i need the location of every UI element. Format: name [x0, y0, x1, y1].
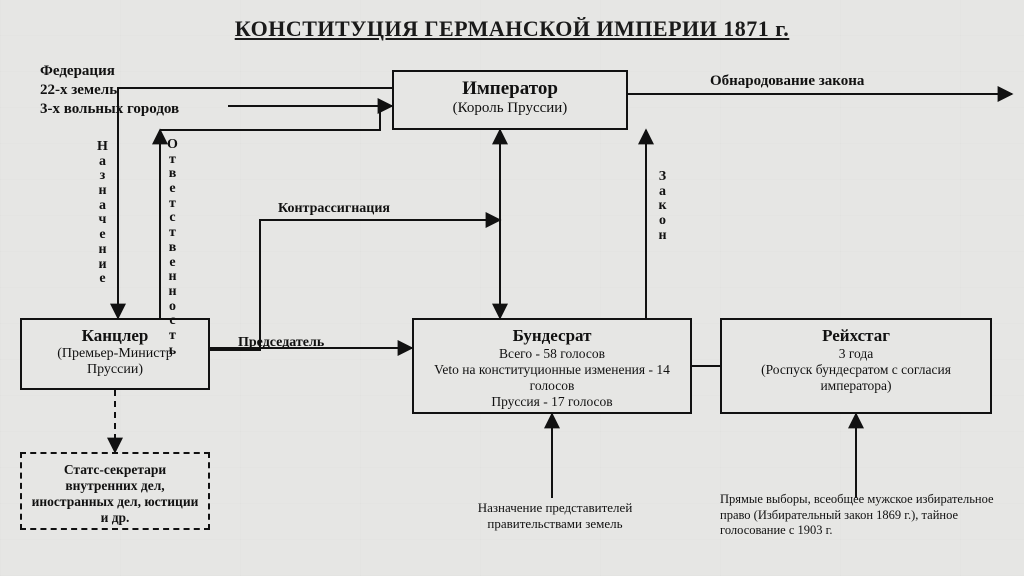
emperor-title: Император — [402, 78, 618, 100]
federation-line3: 3-х вольных городов — [40, 100, 179, 119]
federation-note: Федерация 22-х земель 3-х вольных городо… — [40, 62, 179, 118]
node-secretaries: Статс-секретари внутренних дел, иностран… — [20, 452, 210, 530]
reichstag-l1: 3 года — [730, 346, 982, 362]
emperor-subtitle: (Король Пруссии) — [402, 100, 618, 117]
federation-line2: 22-х земель — [40, 81, 179, 100]
federation-line1: Федерация — [40, 62, 179, 81]
node-chancellor: Канцлер (Премьер-Министр Пруссии) — [20, 318, 210, 390]
label-chairman: Председатель — [238, 334, 324, 352]
node-reichstag: Рейхстаг 3 года (Роспуск бундесратом с с… — [720, 318, 992, 414]
bundesrat-l1: Всего - 58 голосов — [422, 346, 682, 362]
page-title: КОНСТИТУЦИЯ ГЕРМАНСКОЙ ИМПЕРИИ 1871 г. — [0, 16, 1024, 42]
node-bundesrat: Бундесрат Всего - 58 голосов Veto на кон… — [412, 318, 692, 414]
reichstag-l2: (Роспуск бундесратом с согласия императо… — [730, 362, 982, 394]
bundesrat-l2: Veto на конституционные изменения - 14 г… — [422, 362, 682, 394]
label-delegates: Назначение представителей правительствам… — [440, 500, 670, 533]
label-countersign: Контрассигнация — [278, 200, 390, 218]
reichstag-title: Рейхстаг — [730, 326, 982, 346]
label-appointment: Назначение — [96, 140, 110, 287]
label-elections: Прямые выборы, всеобщее мужское избирате… — [720, 492, 1010, 539]
promulgation-label: Обнародование закона — [710, 72, 864, 91]
node-emperor: Император (Король Пруссии) — [392, 70, 628, 130]
bundesrat-title: Бундесрат — [422, 326, 682, 346]
label-law: Закон — [656, 170, 670, 243]
bundesrat-l3: Пруссия - 17 голосов — [422, 394, 682, 410]
label-responsibility: Ответственность — [166, 138, 180, 358]
